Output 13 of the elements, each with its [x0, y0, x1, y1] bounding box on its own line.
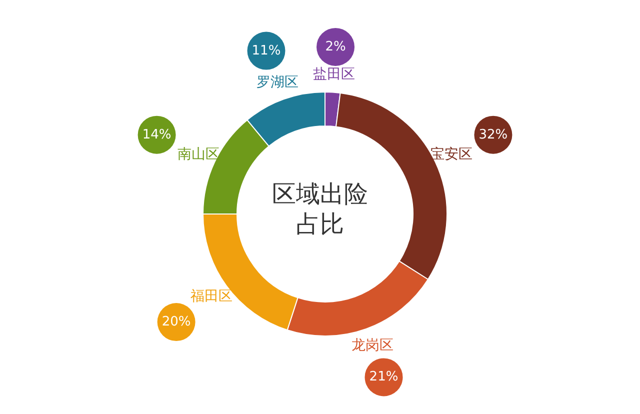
- data-label: 32%: [478, 127, 508, 142]
- data-label: 20%: [162, 314, 191, 330]
- data-label: 14%: [142, 127, 172, 142]
- slice-label: 宝安区: [430, 146, 473, 162]
- slice-label: 龙岗区: [351, 338, 394, 354]
- slice-label: 南山区: [177, 146, 220, 162]
- text: 区域出险占比: [271, 179, 369, 239]
- slice-label: 罗湖区: [256, 74, 299, 90]
- data-label: 11%: [252, 43, 281, 58]
- data-label: 21%: [369, 370, 398, 385]
- slice-label: 福田区: [190, 288, 233, 304]
- data-label: 2%: [325, 39, 346, 54]
- slice-label: 盐田区: [312, 66, 355, 82]
